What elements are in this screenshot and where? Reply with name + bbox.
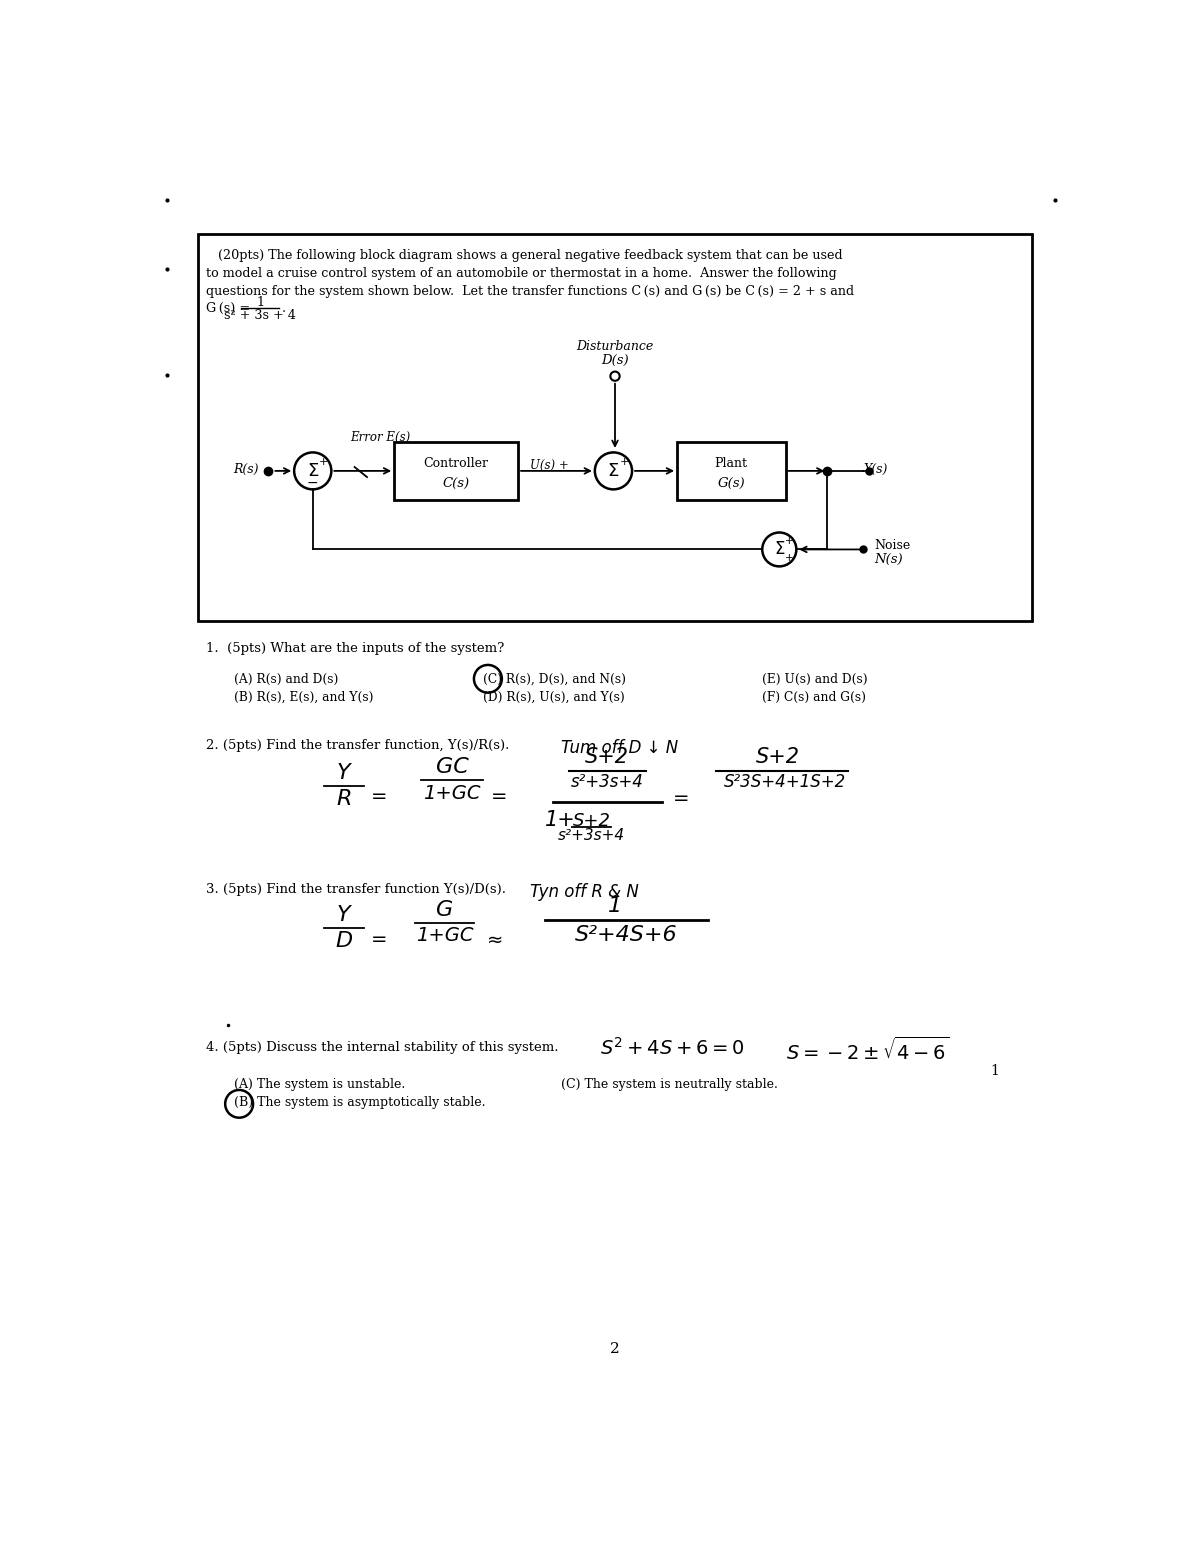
Text: 1.  (5pts) What are the inputs of the system?: 1. (5pts) What are the inputs of the sys… [206,642,504,654]
Text: (A) R(s) and D(s): (A) R(s) and D(s) [234,673,338,685]
Text: G (s) =: G (s) = [206,302,250,315]
Text: Tum off D ↓ N: Tum off D ↓ N [560,739,678,756]
Text: (D) R(s), U(s), and Y(s): (D) R(s), U(s), and Y(s) [484,691,625,704]
Text: (F) C(s) and G(s): (F) C(s) and G(s) [762,691,866,704]
Text: N(s): N(s) [875,552,904,566]
Text: s² + 3s + 4: s² + 3s + 4 [224,308,296,322]
Text: S+2: S+2 [586,747,629,767]
Text: =: = [371,930,388,949]
Text: +: + [619,457,629,467]
Text: $\Sigma$: $\Sigma$ [774,541,785,558]
Text: −: − [307,476,318,490]
Text: s²+3s+4: s²+3s+4 [571,773,643,791]
Text: Y: Y [337,763,350,783]
Text: Y(s): Y(s) [863,463,887,476]
Text: Tyn off R & N: Tyn off R & N [529,883,638,901]
Text: (B) R(s), E(s), and Y(s): (B) R(s), E(s), and Y(s) [234,691,373,704]
Text: D(s): D(s) [601,353,629,367]
Text: R(s): R(s) [233,463,258,476]
Text: (C) The system is neutrally stable.: (C) The system is neutrally stable. [560,1077,778,1091]
Text: (B) The system is asymptotically stable.: (B) The system is asymptotically stable. [234,1096,485,1110]
Text: U(s) +: U(s) + [529,459,569,471]
Text: $\Sigma$: $\Sigma$ [607,462,619,480]
Text: .: . [282,302,286,315]
Text: Disturbance: Disturbance [576,339,654,353]
Text: Controller: Controller [424,457,488,470]
Text: (20pts) The following block diagram shows a general negative feedback system tha: (20pts) The following block diagram show… [218,250,842,262]
Text: G: G [436,901,454,919]
Text: 3. (5pts) Find the transfer function Y(s)/D(s).: 3. (5pts) Find the transfer function Y(s… [206,883,506,896]
Text: GC: GC [436,758,469,778]
FancyBboxPatch shape [677,442,786,501]
Text: 1+: 1+ [545,809,576,829]
Text: 1: 1 [990,1063,1000,1077]
Text: 1: 1 [608,896,622,916]
Text: 1: 1 [256,296,264,308]
Text: (A) The system is unstable.: (A) The system is unstable. [234,1077,404,1091]
Text: S+2: S+2 [572,812,611,829]
Text: $\Sigma$: $\Sigma$ [307,462,319,480]
Text: +: + [785,536,793,546]
Text: 2. (5pts) Find the transfer function, Y(s)/R(s).: 2. (5pts) Find the transfer function, Y(… [206,739,509,752]
Text: Error E(s): Error E(s) [350,431,410,443]
Bar [198,234,1032,622]
Text: =: = [491,787,508,806]
Text: 1+GC: 1+GC [415,925,473,945]
Text: D: D [335,932,353,952]
Text: questions for the system shown below.  Let the transfer functions C (s) and G (s: questions for the system shown below. Le… [206,285,854,298]
Text: R: R [336,789,352,809]
FancyBboxPatch shape [394,442,518,501]
Text: C(s): C(s) [443,477,469,490]
Text: s²+3s+4: s²+3s+4 [558,828,625,843]
Text: $S=-2\pm\sqrt{4-6}$: $S=-2\pm\sqrt{4-6}$ [786,1037,949,1065]
Text: S²3S+4+1S+2: S²3S+4+1S+2 [725,773,847,791]
Text: $S^2+4S+6=0$: $S^2+4S+6=0$ [600,1037,744,1059]
Text: +: + [785,553,793,563]
Text: S²+4S+6: S²+4S+6 [575,925,678,945]
Text: 2: 2 [610,1342,620,1356]
Text: Y: Y [337,905,350,925]
Text: =: = [371,787,388,806]
Text: (E) U(s) and D(s): (E) U(s) and D(s) [762,673,868,685]
Text: 4. (5pts) Discuss the internal stability of this system.: 4. (5pts) Discuss the internal stability… [206,1040,558,1054]
Text: $\approx$: $\approx$ [484,930,503,949]
Text: (C) R(s), D(s), and N(s): (C) R(s), D(s), and N(s) [484,673,626,685]
Text: 1+GC: 1+GC [424,783,481,803]
Text: to model a cruise control system of an automobile or thermostat in a home.  Answ: to model a cruise control system of an a… [206,267,836,281]
Text: =: = [673,789,690,808]
Text: +: + [319,457,329,467]
Text: S+2: S+2 [756,747,799,767]
Text: Plant: Plant [715,457,748,470]
Text: Noise: Noise [875,539,911,552]
Text: G(s): G(s) [718,477,745,490]
